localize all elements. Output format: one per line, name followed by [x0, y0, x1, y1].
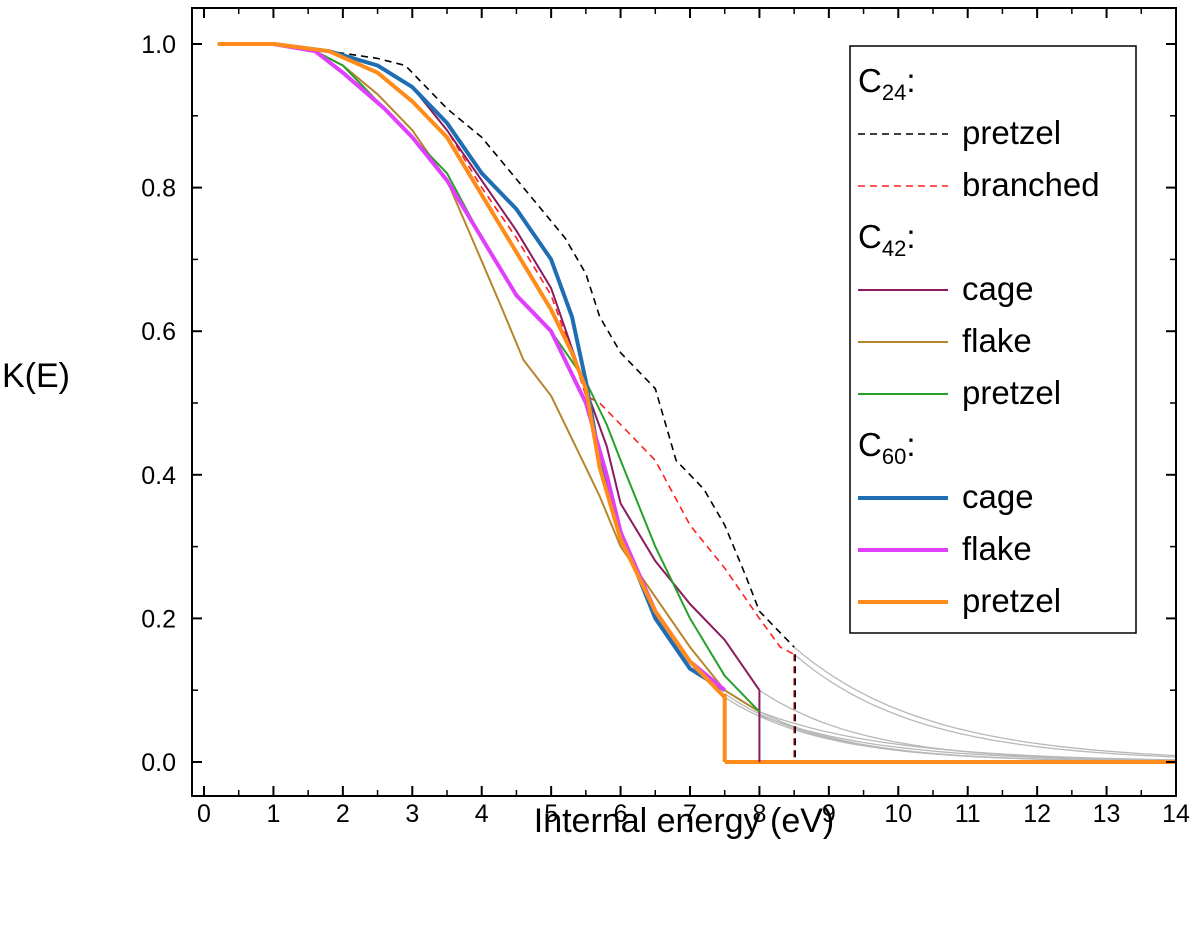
legend-label: pretzel [962, 582, 1061, 619]
legend-label: flake [962, 322, 1032, 359]
legend-label: pretzel [962, 374, 1061, 411]
x-tick-label: 11 [955, 800, 981, 828]
y-tick-label: 0.4 [141, 462, 176, 490]
legend-label: branched [962, 166, 1100, 203]
series-line-6 [224, 42, 726, 692]
extrapolation-line-1 [793, 653, 1177, 758]
x-tick-label: 13 [1093, 800, 1121, 828]
extrapolation-line-3 [759, 689, 1177, 762]
plot-content [217, 42, 1177, 764]
legend-group-heading: C24: [858, 62, 916, 105]
extrapolation-line-4 [759, 714, 1177, 762]
x-tick-label: 8 [752, 800, 766, 828]
x-tick-label: 6 [614, 800, 628, 828]
series-line-3 [217, 43, 760, 713]
plot-frame [191, 7, 1177, 797]
series-line-0 [217, 43, 795, 648]
series-line-4 [217, 43, 761, 713]
legend-label: flake [962, 530, 1032, 567]
x-tick-label: 5 [544, 800, 558, 828]
x-tick-label: 9 [822, 800, 836, 828]
x-tick-label: 3 [405, 800, 419, 828]
x-axis-title: Internal energy (eV) [534, 802, 835, 840]
y-tick-label: 1.0 [141, 31, 176, 59]
legend-label: pretzel [962, 114, 1061, 151]
extrapolation-line-0 [793, 646, 1177, 757]
axis-ticks [192, 8, 1177, 796]
legend-label: cage [962, 478, 1034, 515]
legend: C24: pretzel branched C42: cage flake pretzel C… [849, 45, 1137, 634]
x-tick-label: 2 [336, 800, 350, 828]
series-line-1 [217, 43, 795, 656]
legend-label: cage [962, 270, 1034, 307]
series-line-7 [217, 42, 727, 699]
legend-group-heading: C42: [858, 218, 916, 261]
axis-tick-labels: 0 1 2 3 4 5 6 7 8 9 10 11 12 13 140.00.20.40.60.81.0 [141, 31, 1190, 828]
y-tick-label: 0.2 [141, 605, 176, 633]
legend-box [849, 45, 1137, 634]
x-tick-label: 0 [197, 800, 211, 828]
legend-group-heading: C60: [858, 426, 916, 469]
y-tick-label: 0.6 [141, 318, 176, 346]
y-axis-title: K(E) [2, 357, 70, 395]
x-tick-label: 14 [1162, 800, 1190, 828]
x-tick-label: 1 [266, 800, 280, 828]
x-tick-label: 7 [683, 800, 697, 828]
y-tick-label: 0.0 [141, 749, 176, 777]
x-tick-label: 4 [475, 800, 489, 828]
x-tick-label: 10 [884, 800, 912, 828]
x-tick-label: 12 [1023, 800, 1051, 828]
y-tick-label: 0.8 [141, 175, 176, 203]
